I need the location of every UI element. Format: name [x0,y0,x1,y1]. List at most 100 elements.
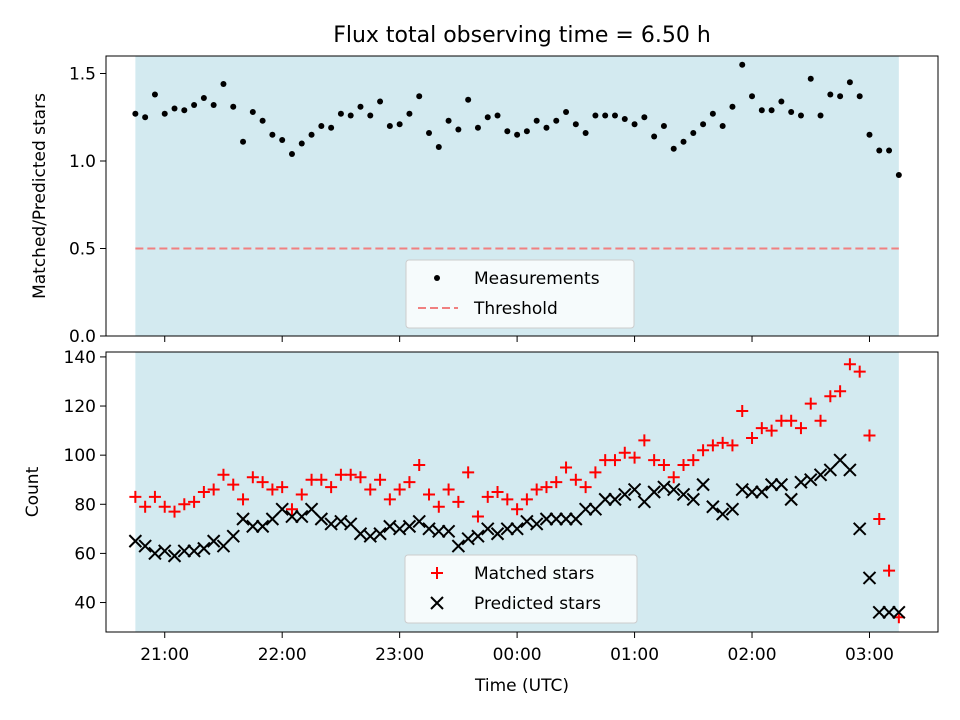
measurement-point [514,131,521,138]
predicted-star-point [735,482,749,497]
measurement-point [680,138,687,145]
y-tick-label: 100 [64,446,96,466]
predicted-star-point [520,514,534,529]
matched-star-point [148,490,161,503]
bottom-legend: Matched stars Predicted stars [404,554,638,624]
top-legend: Measurements Threshold [405,259,635,329]
predicted-star-point [275,502,289,516]
predicted-star-point [618,487,632,502]
measurement-point [337,110,344,117]
predicted-star-point [784,492,798,507]
measurement-point [181,107,188,114]
predicted-star-point [324,517,338,531]
measurement-point [396,121,403,128]
matched-star-point [217,468,230,481]
predicted-star-point [167,549,182,563]
matched-star-point [178,498,191,511]
matched-star-point [471,510,484,523]
matched-star-point [569,473,582,486]
predicted-star-point [647,485,661,499]
matched-star-point [139,500,152,513]
predicted-star-point [412,514,426,529]
predicted-star-point [578,502,593,516]
matched-star-point [344,468,357,481]
matched-star-point [628,451,641,464]
measurement-point [269,131,276,138]
top-y-axis-label: Matched/Predicted stars [30,93,50,299]
matched-star-point [706,439,719,452]
y-tick-label: 0.5 [69,240,96,260]
measurement-point [377,98,384,105]
matched-star-point [765,424,778,437]
measurement-point [582,130,589,136]
matched-star-point [657,458,670,471]
measurement-point [249,109,256,115]
measurement-point [279,137,286,143]
matched-star-point [295,488,308,501]
x-tick-label: 23:00 [375,645,424,665]
measurement-point [171,105,178,112]
y-tick-label: 80 [74,495,96,515]
predicted-star-point [255,519,270,534]
matched-star-point [667,471,680,484]
predicted-star-point [285,509,299,524]
y-tick-label: 1.5 [69,65,96,85]
predicted-star-point [187,544,201,558]
measurement-point [543,124,550,131]
matched-star-point [648,454,661,467]
legend-predicted-marker [430,596,444,610]
bottom-y-axis-label: Count [23,466,43,517]
x-tick-label: 22:00 [258,645,307,665]
y-tick-label: 140 [64,348,96,368]
legend-matched-marker [431,567,443,579]
matched-star-point [423,488,436,501]
matched-star-point [442,483,455,496]
predicted-star-point [598,492,612,507]
measurement-point [151,91,158,98]
measurement-point [827,91,834,98]
x-tick-label: 02:00 [728,645,777,665]
measurement-point [749,93,756,100]
measurement-point [797,112,804,119]
matched-star-point [354,471,367,484]
predicted-star-point [794,475,808,489]
matched-star-point [452,495,465,508]
matched-star-point [383,493,396,506]
predicted-star-point [138,539,152,553]
predicted-star-point [422,522,436,536]
top-panel: 0.0 0.5 1.0 1.5 Flux total observing time =… [30,23,939,347]
matched-star-point [843,358,856,371]
measurement-point [709,110,716,117]
matched-star-point [785,414,798,427]
matched-star-point [716,436,729,449]
predicted-star-point [774,477,789,492]
measurement-point [729,103,736,110]
predicted-star-point [559,512,573,526]
matched-star-point [511,503,524,516]
y-tick-label: 120 [64,397,96,417]
predicted-star-point [715,507,730,521]
measurement-point [876,147,883,154]
measurement-point [592,112,599,119]
y-tick-label: 1.0 [69,152,96,172]
matched-star-point [364,483,377,496]
predicted-star-point [441,524,456,539]
predicted-star-point [432,524,446,539]
measurement-point [161,110,168,117]
predicted-star-point [236,512,250,526]
predicted-star-point [549,512,563,526]
matched-star-point [863,429,876,442]
measurement-point [602,112,609,119]
measurement-point [426,130,433,136]
legend-threshold-label: Threshold [473,299,558,319]
measurement-point [220,81,227,87]
predicted-star-point [755,485,769,499]
matched-star-point [794,422,807,435]
measurement-point [651,133,658,140]
bottom-panel: 40 60 80 100 120 140 21:00 22:00 23:00 00:00 01:0… [23,348,939,696]
measurement-point [886,147,893,154]
predicted-star-point [353,527,368,541]
matched-star-point [374,473,387,486]
measurement-point [474,124,481,131]
measurement-point [739,61,746,68]
